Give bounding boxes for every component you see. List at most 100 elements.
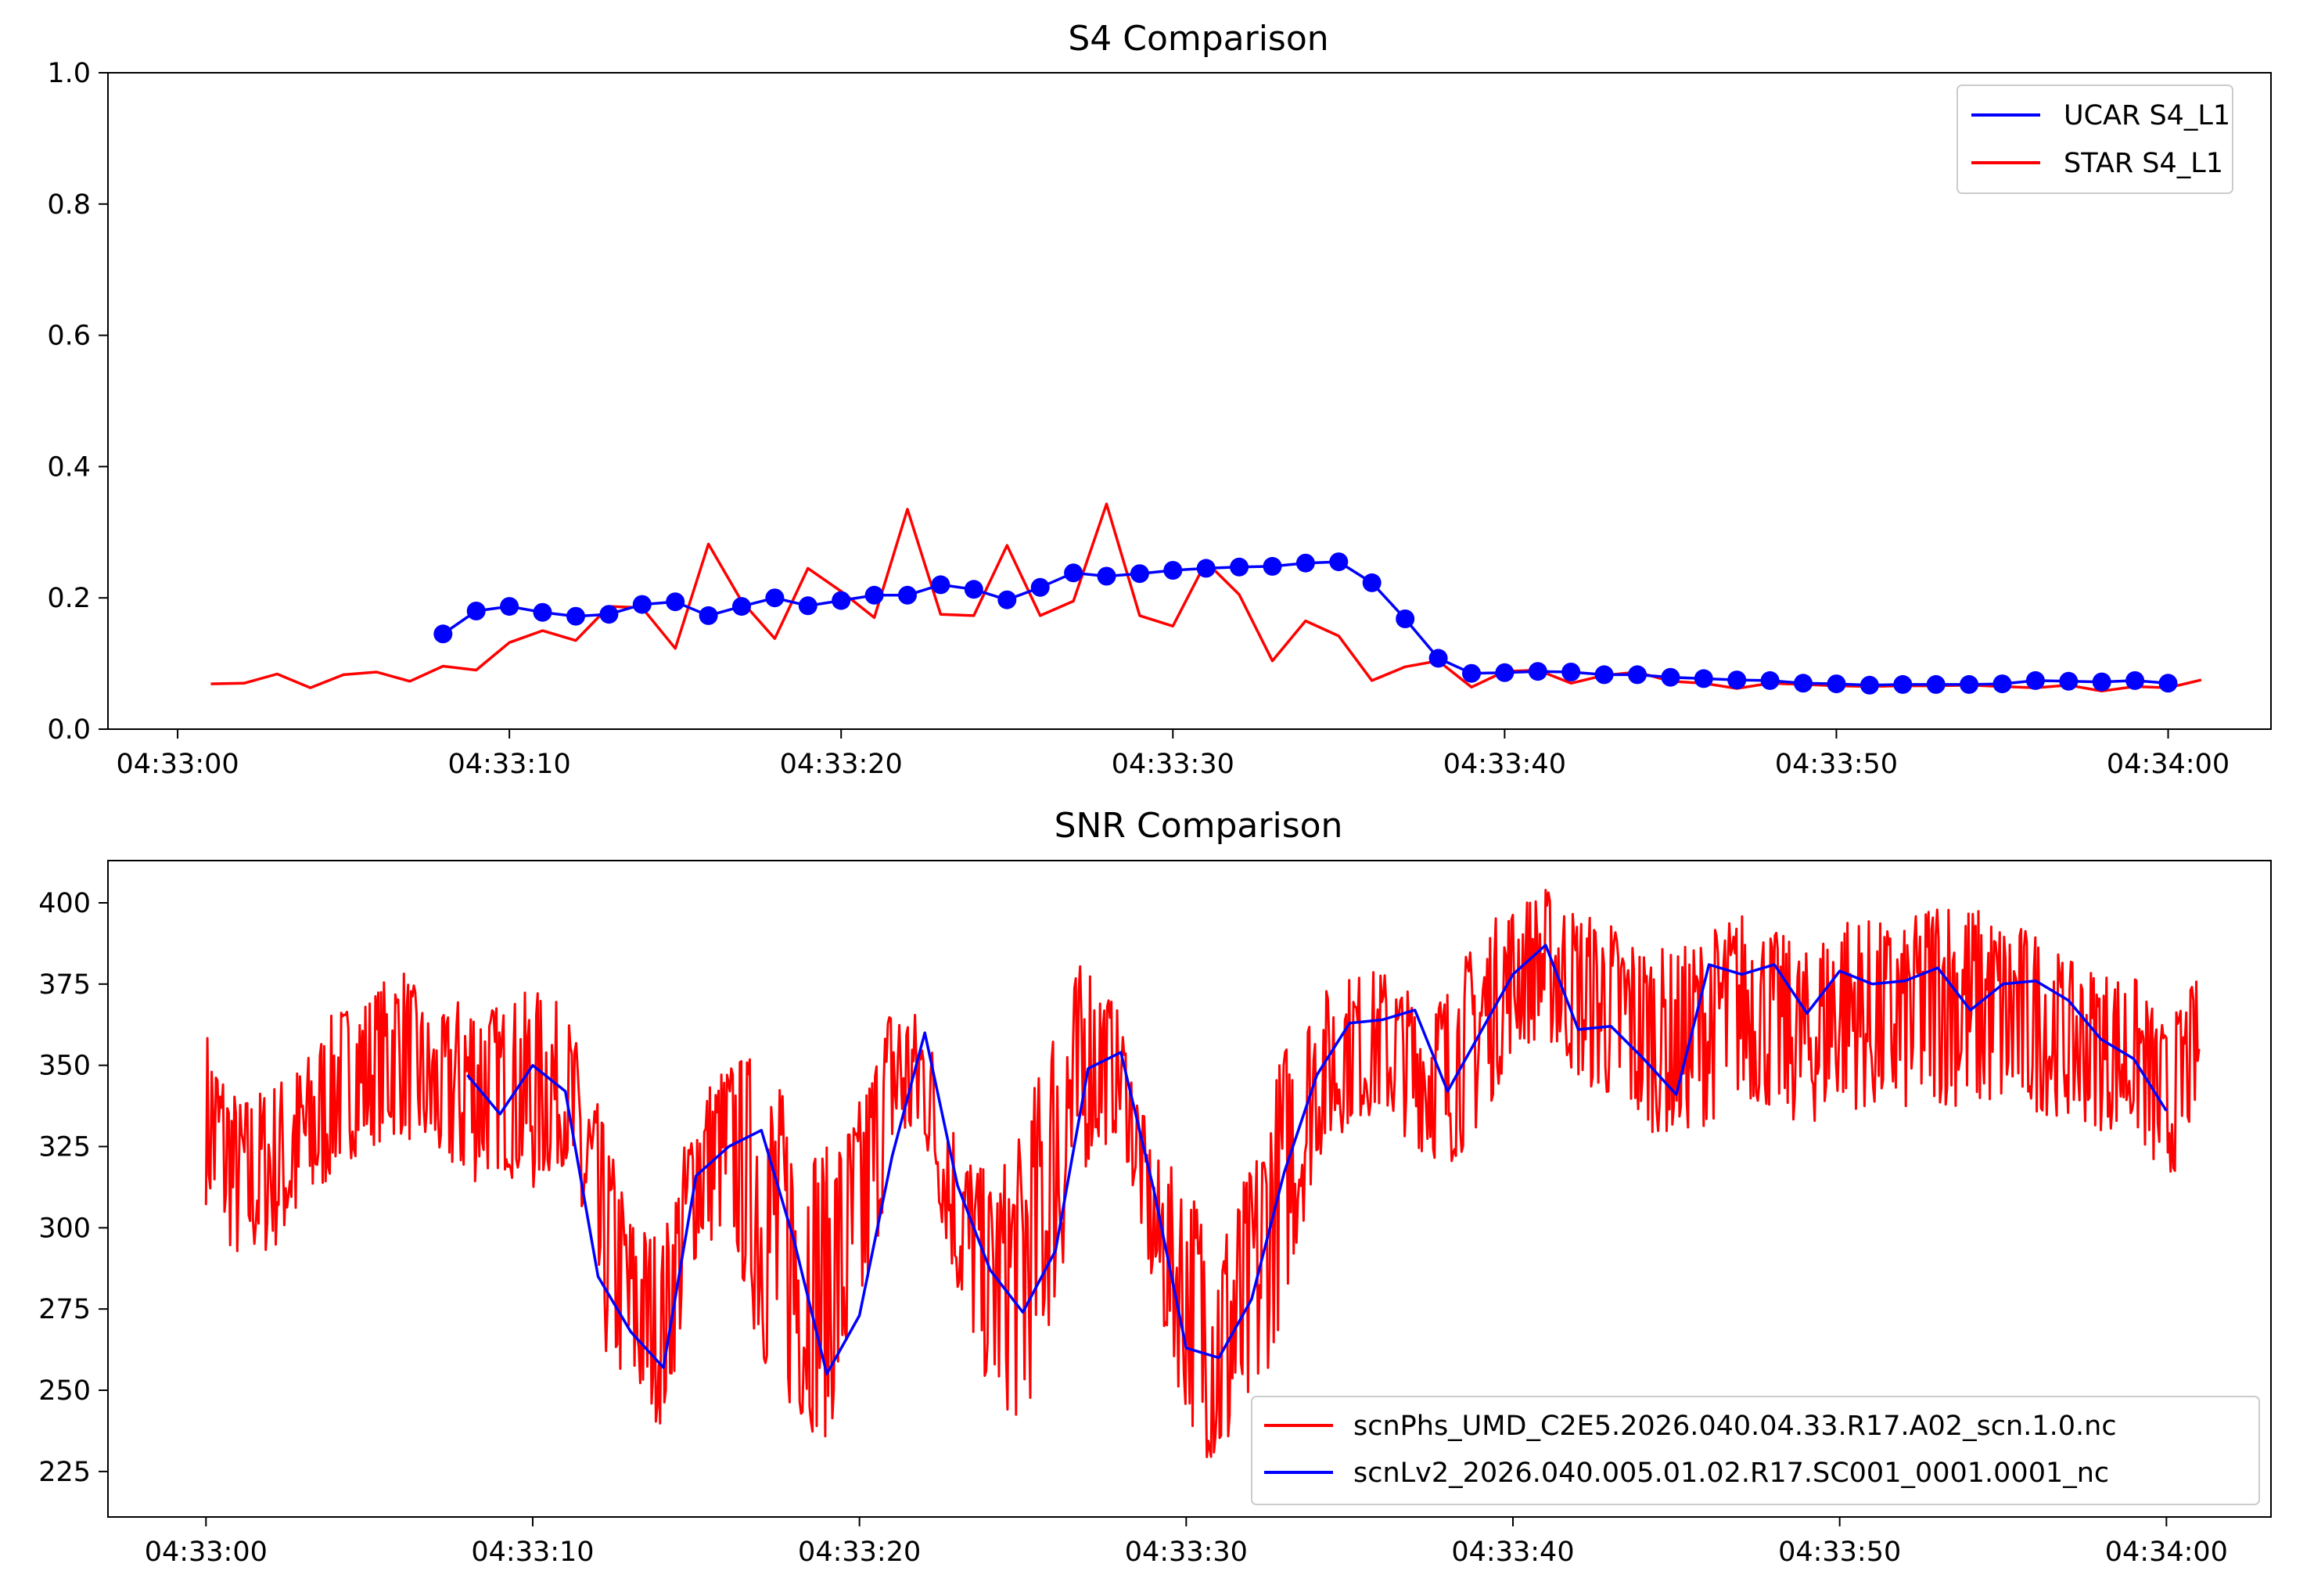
snr-x-tick-label: 04:33:20 xyxy=(798,1537,921,1568)
s4-data-point xyxy=(1064,563,1083,583)
s4-data-point xyxy=(1163,561,1183,580)
s4-y-axis: 0.0 0.2 0.4 0.6 0.8 1.0 xyxy=(47,58,108,746)
s4-data-point xyxy=(1462,663,1481,683)
s4-data-point xyxy=(1960,674,1979,694)
s4-data-point xyxy=(1230,557,1249,577)
s4-data-point xyxy=(1329,552,1349,572)
s4-data-point xyxy=(1992,674,2012,694)
snr-x-tick-label: 04:33:50 xyxy=(1778,1537,1901,1568)
snr-y-tick-label: 275 xyxy=(38,1294,91,1325)
snr-axes-frame xyxy=(107,860,2272,1518)
snr-y-tick-label: 400 xyxy=(38,888,91,919)
s4-plot-area xyxy=(210,502,2202,695)
s4-data-point xyxy=(1859,675,1879,695)
s4-x-axis: 04:33:00 04:33:10 04:33:20 04:33:30 04:33:40… xyxy=(116,729,2230,780)
s4-axes-frame xyxy=(107,72,2272,730)
snr-x-tick-label: 04:33:00 xyxy=(145,1537,268,1568)
s4-data-point xyxy=(1130,564,1149,584)
s4-legend-label-ucar: UCAR S4_L1 xyxy=(2064,100,2230,131)
s4-x-tick-label: 04:34:00 xyxy=(2107,749,2230,780)
s4-data-point xyxy=(997,590,1017,609)
snr-legend-label-scnphs: scnPhs_UMD_C2E5.2026.040.04.33.R17.A02_s… xyxy=(1353,1411,2117,1442)
snr-y-tick-label: 325 xyxy=(38,1132,91,1163)
s4-data-point xyxy=(666,592,685,612)
s4-y-tick-label: 0.2 xyxy=(47,583,91,614)
s4-y-tick-label: 0.8 xyxy=(47,189,91,221)
snr-y-axis: 225 250 275 300 325 350 375 400 xyxy=(38,888,108,1488)
s4-chart-title: S4 Comparison xyxy=(1068,19,1328,59)
s4-x-tick-label: 04:33:30 xyxy=(1112,749,1234,780)
s4-data-point xyxy=(2059,671,2079,691)
s4-data-point xyxy=(732,597,751,616)
s4-x-tick-label: 04:33:00 xyxy=(116,749,239,780)
s4-data-point xyxy=(1727,670,1747,690)
s4-legend-label-star: STAR S4_L1 xyxy=(2064,148,2223,179)
s4-y-tick-label: 0.6 xyxy=(47,321,91,352)
s4-data-point xyxy=(533,602,552,622)
snr-comparison-chart: SNR Comparison 04:33:00 04:33:10 04:33:20 0… xyxy=(38,806,2272,1568)
s4-data-point xyxy=(1428,649,1448,668)
s4-data-point xyxy=(1594,665,1614,685)
s4-y-tick-label: 1.0 xyxy=(47,58,91,89)
s4-y-tick-label: 0.0 xyxy=(47,714,91,746)
s4-data-point xyxy=(765,588,785,608)
s4-data-point xyxy=(1661,667,1680,687)
snr-y-tick-label: 225 xyxy=(38,1457,91,1488)
snr-x-axis: 04:33:00 04:33:10 04:33:20 04:33:30 04:33:40… xyxy=(145,1517,2228,1568)
s4-data-point xyxy=(1295,553,1315,573)
snr-x-tick-label: 04:33:40 xyxy=(1451,1537,1574,1568)
s4-data-point xyxy=(864,585,884,605)
s4-data-point xyxy=(1760,670,1780,690)
s4-data-point xyxy=(632,595,652,614)
s4-data-point xyxy=(1196,559,1216,578)
s4-data-point xyxy=(566,606,585,626)
s4-x-tick-label: 04:33:40 xyxy=(1443,749,1566,780)
snr-legend: scnPhs_UMD_C2E5.2026.040.04.33.R17.A02_s… xyxy=(1251,1396,2260,1505)
snr-plot-area xyxy=(204,889,2201,1458)
snr-y-tick-label: 250 xyxy=(38,1375,91,1407)
s4-legend: UCAR S4_L1 STAR S4_L1 xyxy=(1956,84,2233,194)
s4-data-point xyxy=(599,605,619,624)
snr-x-tick-label: 04:33:10 xyxy=(471,1537,594,1568)
s4-data-point xyxy=(466,602,486,620)
s4-data-point xyxy=(1263,556,1282,576)
s4-data-point xyxy=(1528,662,1547,681)
s4-comparison-chart: S4 Comparison 04:33:00 04:33:10 04:33:20 04… xyxy=(47,19,2272,780)
s4-data-point xyxy=(1030,577,1050,597)
s4-data-point xyxy=(2158,674,2178,693)
snr-legend-label-scnlv2: scnLv2_2026.040.005.01.02.R17.SC001_0001… xyxy=(1353,1458,2109,1489)
snr-y-tick-label: 350 xyxy=(38,1051,91,1082)
s4-data-point xyxy=(2025,670,2045,690)
snr-x-tick-label: 04:34:00 xyxy=(2105,1537,2228,1568)
s4-data-point xyxy=(1396,609,1415,628)
s4-data-point xyxy=(1097,566,1116,586)
s4-data-point xyxy=(964,580,983,599)
s4-data-point xyxy=(1628,665,1647,685)
snr-x-tick-label: 04:33:30 xyxy=(1125,1537,1248,1568)
snr-y-tick-label: 300 xyxy=(38,1213,91,1244)
s4-data-point xyxy=(2125,670,2145,690)
s4-data-point xyxy=(2092,672,2111,692)
s4-x-tick-label: 04:33:20 xyxy=(780,749,903,780)
snr-series-line-1 xyxy=(466,944,2168,1375)
s4-data-point xyxy=(1561,663,1581,681)
s4-y-tick-label: 0.4 xyxy=(47,451,91,483)
s4-data-point xyxy=(931,575,950,595)
s4-data-point xyxy=(1893,674,1913,694)
s4-x-tick-label: 04:33:10 xyxy=(448,749,571,780)
s4-data-point xyxy=(1926,674,1946,694)
s4-data-point xyxy=(1794,674,1813,693)
s4-data-point xyxy=(433,624,453,644)
snr-series-line-0 xyxy=(204,889,2201,1458)
s4-data-point xyxy=(798,596,817,616)
s4-legend-box xyxy=(1956,84,2233,194)
s4-data-point xyxy=(1694,669,1713,688)
s4-data-point xyxy=(500,597,519,616)
s4-data-point xyxy=(832,591,851,610)
s4-data-point xyxy=(898,585,917,605)
snr-y-tick-label: 375 xyxy=(38,969,91,1001)
snr-legend-box xyxy=(1251,1396,2260,1505)
snr-chart-title: SNR Comparison xyxy=(1055,806,1343,846)
